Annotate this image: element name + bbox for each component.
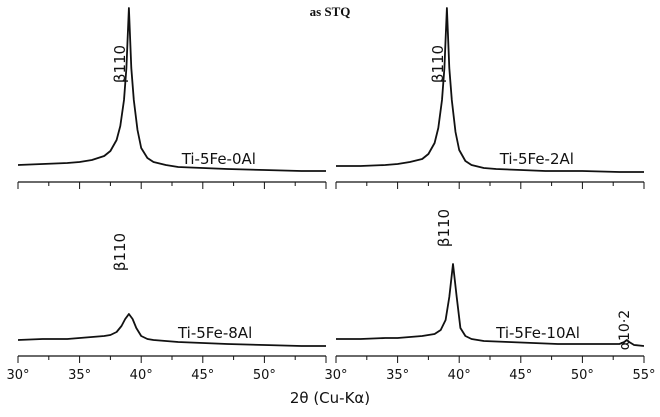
sample-label: Ti-5Fe-10Al — [495, 324, 580, 342]
x-tick-label: 55° — [632, 368, 655, 383]
figure-title: as STQ — [309, 4, 351, 19]
peak-label-beta110: β110 — [435, 209, 453, 247]
x-tick-label: 45° — [509, 368, 532, 383]
diffraction-trace — [336, 7, 644, 173]
x-tick-label: 50° — [253, 368, 276, 383]
peak-label-beta110: β110 — [111, 233, 129, 271]
x-tick-label: 30° — [324, 368, 347, 383]
peak-label-beta110: β110 — [429, 45, 447, 83]
diffraction-trace — [18, 7, 326, 172]
x-tick-label: 30° — [6, 368, 29, 383]
peak-label-alpha102: α10·2 — [617, 310, 633, 350]
diffraction-trace — [18, 313, 326, 347]
x-tick-label: 40° — [448, 368, 471, 383]
sample-label: Ti-5Fe-8Al — [177, 324, 252, 342]
x-tick-label: 35° — [386, 368, 409, 383]
diffraction-trace — [336, 263, 644, 347]
x-tick-label: 45° — [191, 368, 214, 383]
sample-label: Ti-5Fe-0Al — [181, 150, 256, 168]
peak-label-beta110: β110 — [111, 45, 129, 83]
x-axis-label: 2θ (Cu-Kα) — [289, 389, 371, 407]
x-tick-label: 50° — [571, 368, 594, 383]
sample-label: Ti-5Fe-2Al — [499, 150, 574, 168]
x-tick-label: 40° — [130, 368, 153, 383]
x-tick-label: 35° — [68, 368, 91, 383]
